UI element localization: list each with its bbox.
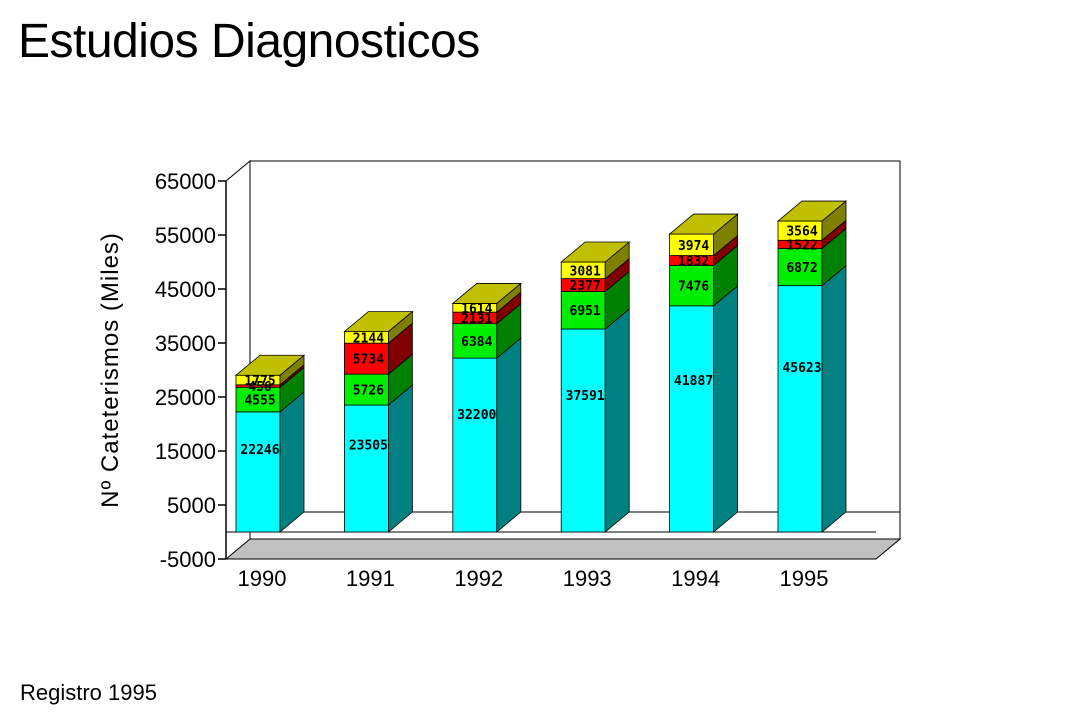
y-tick-label: 65000 (155, 169, 216, 194)
bar-segment (560, 291, 606, 330)
data-label: 2144 (353, 331, 384, 346)
bar-segment (235, 411, 281, 533)
data-label: 456 (248, 380, 272, 395)
bar-segment-side (496, 337, 522, 533)
bar-segment (777, 285, 823, 533)
x-tick-label: 1995 (780, 566, 829, 591)
y-tick-label: 15000 (155, 439, 216, 464)
y-axis-label: Nº Cateterismos (Miles) (97, 232, 124, 508)
data-label: 1614 (461, 302, 492, 317)
data-label: 6384 (461, 335, 492, 350)
data-label: 1832 (678, 254, 709, 269)
bar-top-cap (776, 200, 848, 222)
y-tick-label: 55000 (155, 223, 216, 248)
y-axis-ticks: -5000 5000 15000 25000 35000 45000 55000 65000 (155, 169, 226, 572)
x-tick-label: 1992 (454, 566, 503, 591)
data-label: 5726 (353, 384, 384, 399)
x-tick-label: 1990 (238, 566, 287, 591)
bar-segment-side (713, 284, 738, 533)
y-tick-label: 25000 (155, 385, 216, 410)
bar-segment (669, 265, 714, 307)
y-tick-label: 5000 (167, 493, 216, 518)
floor (224, 538, 902, 560)
bar-top-cap (560, 241, 631, 263)
bar-top-cap (343, 311, 414, 333)
y-tick-label: -5000 (160, 547, 216, 572)
data-label: 41887 (674, 374, 713, 389)
bar-top-cap (451, 283, 522, 304)
data-label: 3081 (570, 264, 601, 279)
data-label: 23505 (349, 438, 388, 453)
bar-segment (560, 328, 606, 533)
bar-segment (343, 404, 389, 533)
data-label: 5734 (353, 353, 384, 368)
footer-note: Registro 1995 (20, 680, 157, 705)
data-label: 3564 (786, 225, 817, 240)
data-label: 45623 (782, 361, 821, 376)
data-label: 1775 (244, 374, 275, 389)
data-label: 1522 (786, 238, 817, 253)
bar-segment-side (387, 384, 413, 533)
data-label: 22246 (240, 443, 279, 458)
x-axis-ticks: 1990 1991 1992 1993 1994 1995 (238, 566, 829, 591)
data-label: 6872 (786, 261, 817, 276)
data-label: 37591 (566, 389, 605, 404)
data-label: 2377 (570, 279, 601, 294)
data-label: 2131 (461, 312, 492, 327)
data-label: 4555 (244, 394, 275, 409)
bar-top-cap (668, 213, 739, 235)
bar-segment (452, 357, 498, 533)
bar-top-cap (234, 354, 306, 376)
data-label: 3974 (678, 239, 709, 254)
bar-segment (777, 248, 823, 287)
x-tick-label: 1991 (346, 566, 395, 591)
bar-segment (343, 342, 389, 375)
bar-stack-1991: 23505 5726 5734 2144 (343, 310, 414, 533)
y-tick-label: 35000 (155, 331, 216, 356)
data-label: 7476 (678, 280, 709, 295)
data-label: 6951 (570, 304, 601, 319)
page-title: Estudios Diagnosticos (18, 15, 480, 68)
bar-segment-side (604, 308, 630, 533)
chart-frame (224, 159, 902, 560)
bar-segment (343, 373, 389, 406)
x-tick-label: 1993 (563, 566, 612, 591)
data-label: 32200 (457, 408, 496, 423)
bar-segment-side (821, 264, 847, 533)
bar-segment (669, 305, 714, 533)
bar-segment-side (279, 391, 305, 533)
y-tick-label: 45000 (155, 277, 216, 302)
x-tick-label: 1994 (671, 566, 720, 591)
